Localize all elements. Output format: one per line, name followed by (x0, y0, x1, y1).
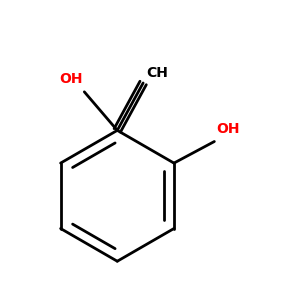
Text: OH: OH (216, 122, 239, 136)
Text: OH: OH (59, 72, 83, 86)
Text: CH: CH (146, 66, 168, 80)
